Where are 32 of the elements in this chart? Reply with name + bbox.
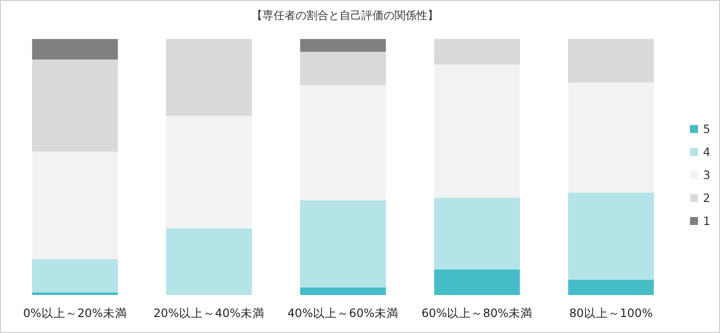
legend-label: 2 — [703, 191, 710, 205]
bar — [434, 64, 520, 198]
bar — [166, 116, 252, 228]
legend-label: 4 — [703, 145, 710, 159]
legend-label: 5 — [703, 122, 710, 136]
bar — [300, 39, 386, 52]
bar — [568, 39, 654, 83]
bar — [32, 292, 118, 295]
x-tick-label: 20%以上～40%未満 — [153, 306, 265, 320]
bar — [568, 280, 654, 295]
bar — [166, 228, 252, 295]
bar — [568, 192, 654, 280]
legend-label: 1 — [703, 214, 710, 228]
bar — [32, 259, 118, 292]
bar — [300, 200, 386, 288]
bar — [300, 287, 386, 295]
bar — [300, 85, 386, 200]
bar — [434, 39, 520, 65]
x-tick-label: 60%以上～80%未満 — [421, 306, 533, 320]
bar — [300, 52, 386, 86]
x-tick-label: 0%以上～20%未満 — [23, 306, 127, 320]
bar — [32, 39, 118, 60]
legend-label: 3 — [703, 168, 710, 182]
bar — [434, 198, 520, 270]
bar — [568, 82, 654, 193]
x-tick-label: 40%以上～60%未満 — [287, 306, 399, 320]
x-tick-label: 80以上～100% — [569, 306, 653, 320]
bar — [32, 152, 118, 260]
bar — [32, 59, 118, 152]
bar — [434, 269, 520, 295]
chart-title: 【専任者の割合と自己評価の関係性】 — [252, 9, 438, 22]
bar — [166, 39, 252, 116]
